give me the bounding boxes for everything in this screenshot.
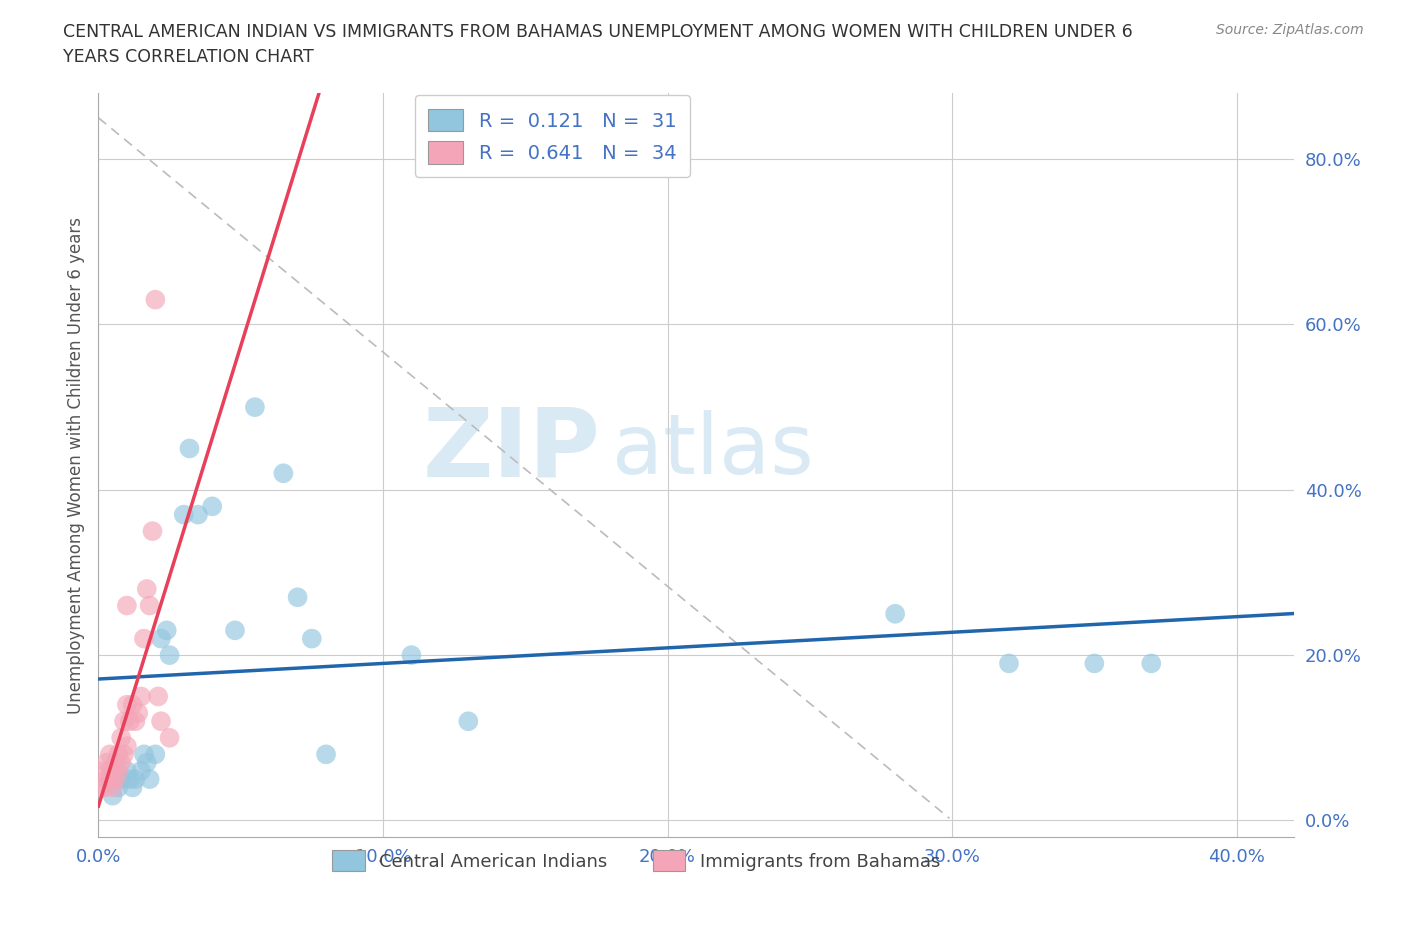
Point bbox=[115, 598, 138, 613]
Point bbox=[127, 706, 149, 721]
Point bbox=[98, 747, 121, 762]
Point bbox=[159, 647, 181, 662]
Legend: Central American Indians, Immigrants from Bahamas: Central American Indians, Immigrants fro… bbox=[319, 838, 953, 884]
Point bbox=[110, 730, 132, 745]
Point bbox=[101, 780, 124, 795]
Point bbox=[115, 738, 138, 753]
Point bbox=[150, 631, 173, 646]
Point bbox=[156, 623, 179, 638]
Y-axis label: Unemployment Among Women with Children Under 6 years: Unemployment Among Women with Children U… bbox=[66, 217, 84, 713]
Point bbox=[98, 772, 121, 787]
Point bbox=[135, 581, 157, 596]
Point bbox=[1140, 656, 1163, 671]
Point bbox=[101, 764, 124, 778]
Point bbox=[112, 714, 135, 729]
Point bbox=[243, 400, 266, 415]
Point bbox=[1083, 656, 1105, 671]
Point bbox=[224, 623, 246, 638]
Point bbox=[201, 498, 224, 513]
Point bbox=[173, 507, 195, 522]
Point bbox=[101, 789, 124, 804]
Text: Source: ZipAtlas.com: Source: ZipAtlas.com bbox=[1216, 23, 1364, 37]
Point bbox=[141, 524, 163, 538]
Point bbox=[96, 772, 118, 787]
Point bbox=[138, 598, 160, 613]
Point bbox=[150, 714, 173, 729]
Point bbox=[124, 714, 146, 729]
Point bbox=[98, 764, 121, 778]
Point bbox=[104, 755, 127, 770]
Point bbox=[115, 698, 138, 712]
Point bbox=[129, 764, 152, 778]
Point bbox=[115, 764, 138, 778]
Point bbox=[121, 780, 143, 795]
Point bbox=[107, 764, 129, 778]
Point bbox=[138, 772, 160, 787]
Point bbox=[129, 689, 152, 704]
Point bbox=[998, 656, 1021, 671]
Point bbox=[96, 755, 118, 770]
Point bbox=[90, 780, 112, 795]
Point bbox=[159, 730, 181, 745]
Point bbox=[457, 714, 479, 729]
Text: CENTRAL AMERICAN INDIAN VS IMMIGRANTS FROM BAHAMAS UNEMPLOYMENT AMONG WOMEN WITH: CENTRAL AMERICAN INDIAN VS IMMIGRANTS FR… bbox=[63, 23, 1133, 41]
Point bbox=[118, 772, 141, 787]
Point bbox=[187, 507, 209, 522]
Point bbox=[884, 606, 907, 621]
Point bbox=[104, 772, 127, 787]
Point bbox=[107, 747, 129, 762]
Point bbox=[273, 466, 295, 481]
Text: YEARS CORRELATION CHART: YEARS CORRELATION CHART bbox=[63, 48, 314, 66]
Point bbox=[107, 780, 129, 795]
Point bbox=[315, 747, 337, 762]
Point bbox=[401, 647, 423, 662]
Point bbox=[301, 631, 323, 646]
Point bbox=[93, 780, 115, 795]
Point bbox=[179, 441, 201, 456]
Point bbox=[287, 590, 309, 604]
Point bbox=[135, 755, 157, 770]
Point bbox=[132, 631, 155, 646]
Point bbox=[143, 747, 166, 762]
Point bbox=[148, 689, 170, 704]
Point bbox=[143, 292, 166, 307]
Point bbox=[110, 755, 132, 770]
Point bbox=[93, 764, 115, 778]
Point bbox=[121, 698, 143, 712]
Point bbox=[118, 714, 141, 729]
Point bbox=[112, 747, 135, 762]
Text: ZIP: ZIP bbox=[422, 404, 600, 497]
Text: atlas: atlas bbox=[613, 409, 814, 491]
Point bbox=[124, 772, 146, 787]
Point bbox=[132, 747, 155, 762]
Point bbox=[110, 772, 132, 787]
